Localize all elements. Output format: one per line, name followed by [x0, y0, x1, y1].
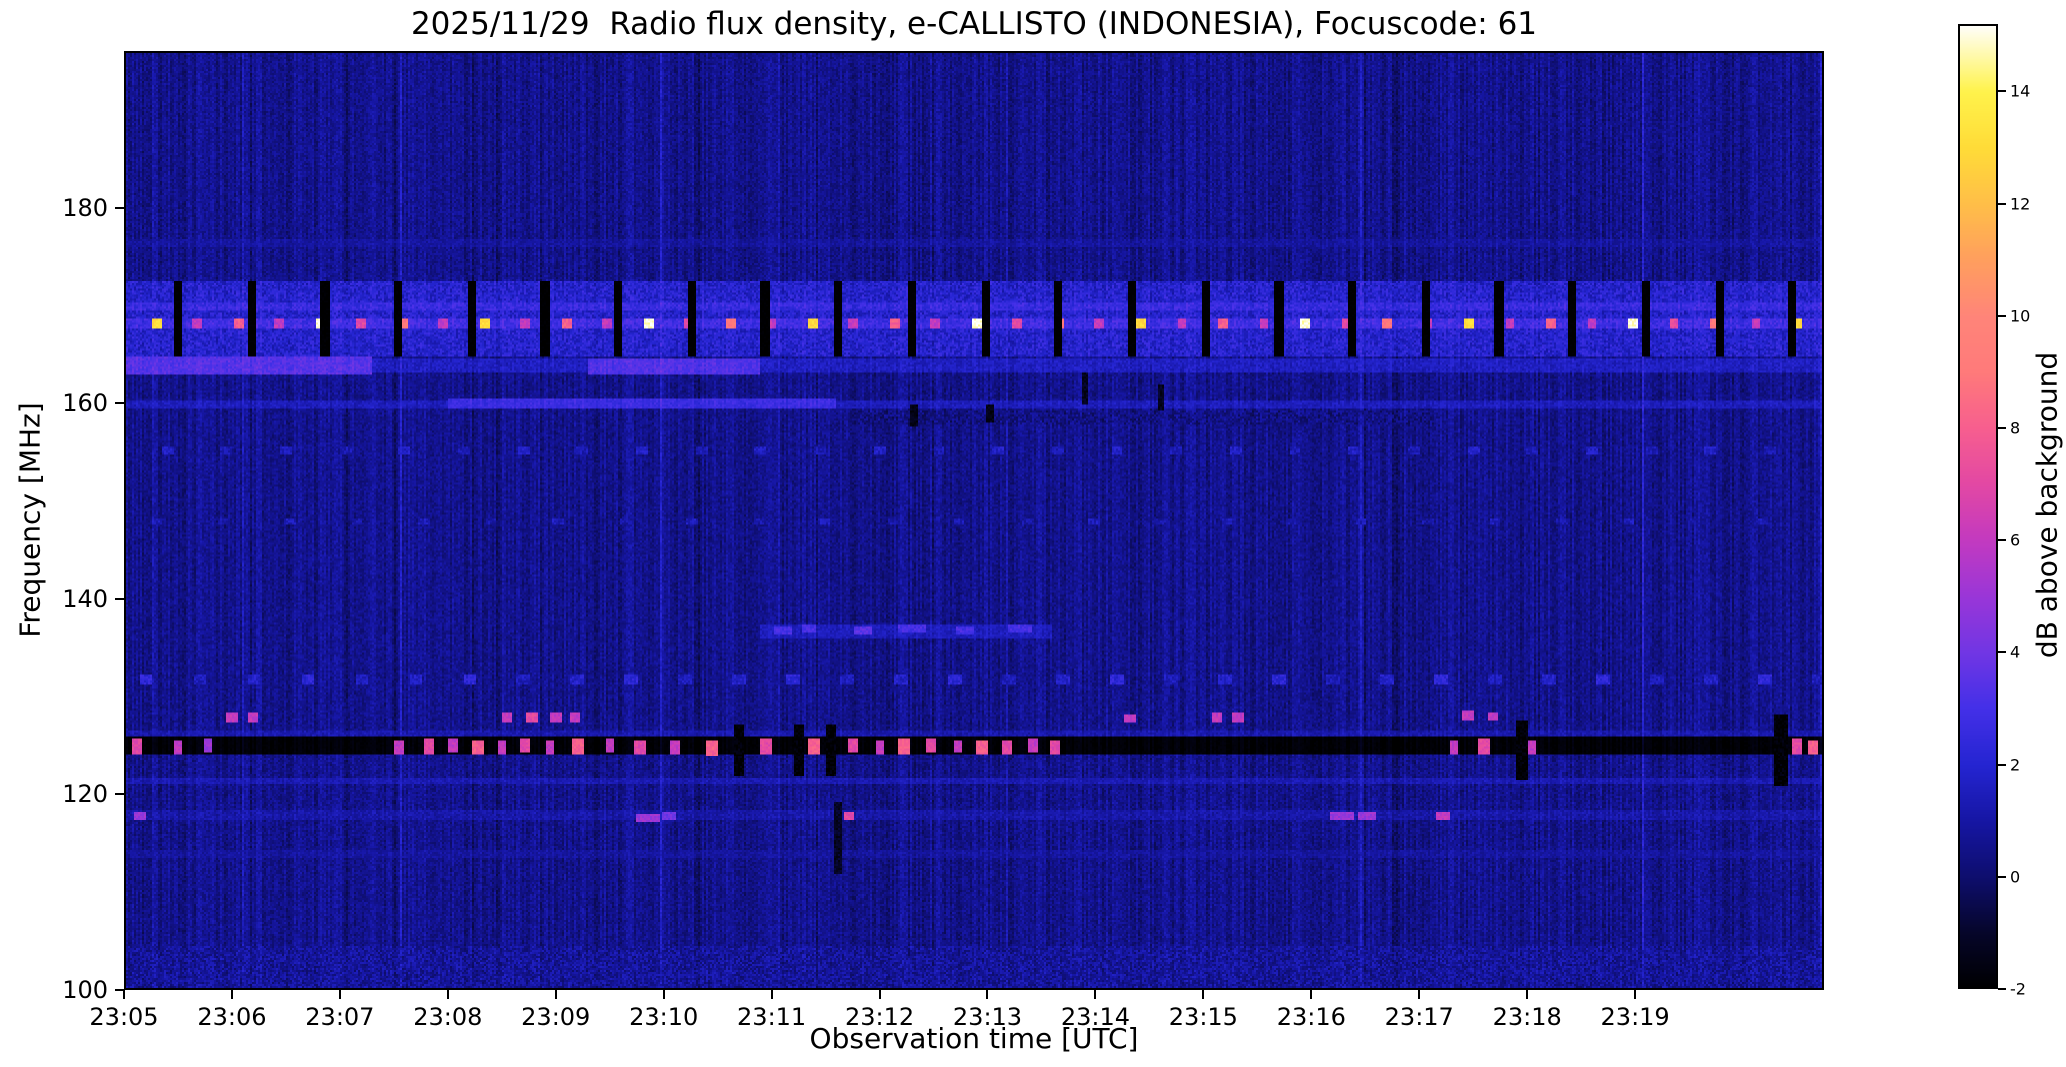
y-tick-label: 120	[62, 780, 108, 809]
x-tick-label: 23:06	[197, 1003, 267, 1031]
colorbar	[1958, 24, 1998, 989]
x-tick-mark	[770, 990, 773, 999]
y-tick-label: 100	[62, 976, 108, 1004]
x-tick-label: 23:14	[1060, 1003, 1131, 1031]
colorbar-tick-label: -2	[2010, 979, 2026, 999]
colorbar-tick-mark	[1998, 539, 2006, 542]
colorbar-canvas	[1958, 24, 1998, 989]
colorbar-tick-label: 0	[2010, 867, 2021, 887]
colorbar-tick-label: 4	[2010, 642, 2021, 662]
x-tick-label: 23:18	[1492, 1003, 1562, 1031]
colorbar-tick-mark	[1998, 651, 2006, 654]
x-tick-mark	[878, 990, 881, 999]
x-axis-label: Observation time [UTC]	[809, 1022, 1139, 1055]
x-tick-mark	[1202, 990, 1205, 999]
x-tick-label: 23:07	[305, 1003, 375, 1031]
x-tick-label: 23:08	[413, 1003, 483, 1031]
x-tick-label: 23:16	[1276, 1003, 1346, 1031]
y-tick-mark	[115, 206, 124, 209]
x-tick-mark	[446, 990, 449, 999]
colorbar-tick-mark	[1998, 988, 2006, 990]
x-tick-label: 23:12	[844, 1003, 915, 1031]
x-tick-mark	[1526, 990, 1529, 999]
y-tick-mark	[115, 793, 124, 796]
colorbar-tick-label: 8	[2010, 418, 2021, 438]
x-tick-label: 23:13	[952, 1003, 1023, 1031]
colorbar-tick-mark	[1998, 875, 2006, 878]
y-tick-label: 140	[62, 584, 108, 613]
x-tick-mark	[1418, 990, 1421, 999]
x-tick-mark	[1634, 990, 1637, 999]
x-tick-label: 23:11	[737, 1003, 807, 1031]
y-tick-label: 160	[62, 389, 108, 418]
colorbar-tick-label: 12	[2010, 194, 2031, 214]
plot-area	[124, 51, 1824, 990]
x-tick-mark	[554, 990, 557, 999]
y-tick-mark	[115, 402, 124, 405]
x-tick-label: 23:09	[521, 1003, 591, 1031]
spectrogram-canvas	[124, 51, 1824, 990]
y-tick-mark	[115, 989, 124, 991]
x-tick-mark	[338, 990, 341, 999]
x-tick-label: 23:10	[629, 1003, 699, 1031]
colorbar-tick-label: 2	[2010, 755, 2021, 775]
x-tick-mark	[1310, 990, 1313, 999]
colorbar-tick-mark	[1998, 426, 2006, 429]
colorbar-tick-mark	[1998, 202, 2006, 205]
x-tick-mark	[1094, 990, 1097, 999]
colorbar-tick-label: 10	[2010, 306, 2031, 326]
x-tick-label: 23:17	[1384, 1003, 1454, 1031]
colorbar-tick-label: 14	[2010, 81, 2031, 101]
colorbar-tick-mark	[1998, 763, 2006, 766]
colorbar-tick-mark	[1998, 90, 2006, 93]
x-tick-label: 23:05	[89, 1003, 159, 1031]
x-tick-label: 23:15	[1168, 1003, 1238, 1031]
chart-title: 2025/11/29 Radio flux density, e-CALLIST…	[410, 6, 1538, 42]
x-tick-mark	[230, 990, 233, 999]
x-tick-mark	[123, 990, 125, 999]
colorbar-tick-mark	[1998, 314, 2006, 317]
y-tick-mark	[115, 597, 124, 600]
y-tick-label: 180	[62, 193, 108, 222]
x-tick-mark	[986, 990, 989, 999]
x-tick-mark	[662, 990, 665, 999]
colorbar-tick-label: 6	[2010, 530, 2021, 550]
colorbar-label: dB above background	[2030, 351, 2064, 659]
x-tick-label: 23:19	[1600, 1003, 1670, 1031]
